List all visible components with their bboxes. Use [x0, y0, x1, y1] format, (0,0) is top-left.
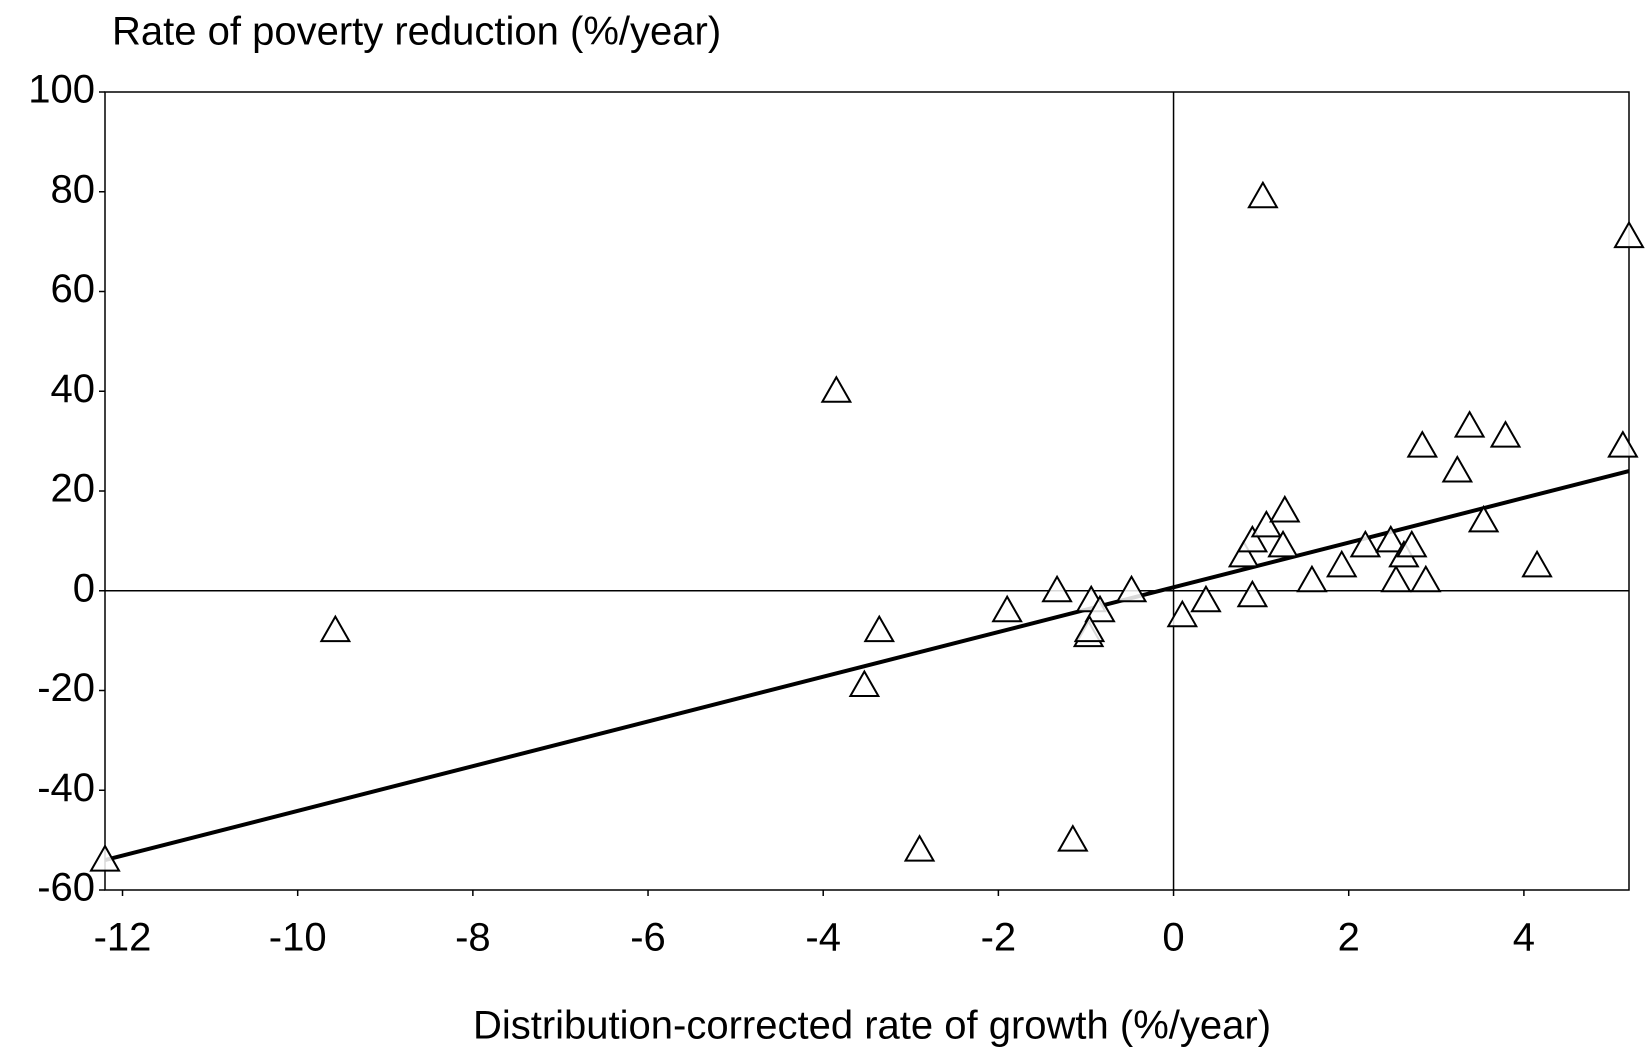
point	[1236, 524, 1269, 553]
x-axis-title: Distribution-corrected rate of growth (%…	[473, 1004, 1271, 1048]
point	[1084, 594, 1116, 623]
y-tick-label: 20	[51, 467, 96, 511]
x-tick-label: -8	[455, 916, 491, 960]
point	[1247, 180, 1279, 209]
point	[1521, 549, 1553, 578]
point	[1190, 584, 1222, 613]
point	[1380, 564, 1412, 593]
y-tick-label: 80	[51, 167, 96, 211]
point	[319, 614, 352, 643]
point	[1613, 220, 1645, 249]
point	[1269, 494, 1301, 523]
point	[89, 844, 121, 872]
point	[1410, 564, 1442, 593]
x-tick-label: 4	[1513, 916, 1535, 960]
point	[903, 834, 936, 862]
x-tick-label: -2	[981, 916, 1017, 960]
point	[1489, 420, 1522, 448]
point	[1057, 824, 1089, 852]
trend-line	[104, 469, 1630, 863]
point	[848, 669, 881, 698]
point	[820, 375, 853, 403]
x-tick-label: -12	[94, 916, 152, 960]
y-tick-label: 60	[51, 267, 96, 311]
point	[1453, 410, 1486, 438]
y-tick-label: 40	[51, 367, 96, 411]
point	[1236, 579, 1269, 608]
point	[1396, 529, 1428, 558]
x-tick-label: 0	[1162, 916, 1184, 960]
y-tick-label: 0	[73, 566, 95, 610]
point	[1227, 539, 1260, 568]
point	[1349, 529, 1382, 558]
y-tick-label: -20	[37, 666, 95, 710]
point	[1325, 549, 1358, 578]
point	[1250, 509, 1283, 538]
point	[1115, 574, 1148, 603]
x-tick-label: -4	[805, 916, 841, 960]
point	[1467, 504, 1500, 533]
point	[1296, 564, 1328, 593]
y-tick-label: 100	[28, 68, 95, 112]
plot-frame	[104, 91, 1630, 891]
point	[1406, 430, 1439, 458]
x-tick-label: -10	[269, 916, 327, 960]
y-tick-label: -60	[37, 866, 95, 910]
point	[1375, 524, 1407, 553]
point	[1041, 574, 1073, 603]
point	[1166, 599, 1199, 628]
point	[863, 614, 895, 643]
y-tick-label: -40	[37, 766, 95, 810]
point	[1441, 455, 1474, 483]
point	[991, 594, 1023, 623]
point	[1073, 614, 1106, 643]
x-tick-label: 2	[1338, 916, 1360, 960]
x-tick-label: -6	[630, 916, 666, 960]
y-axis-title: Rate of poverty reduction (%/year)	[112, 10, 721, 54]
point	[1607, 430, 1639, 458]
point	[1267, 529, 1299, 558]
